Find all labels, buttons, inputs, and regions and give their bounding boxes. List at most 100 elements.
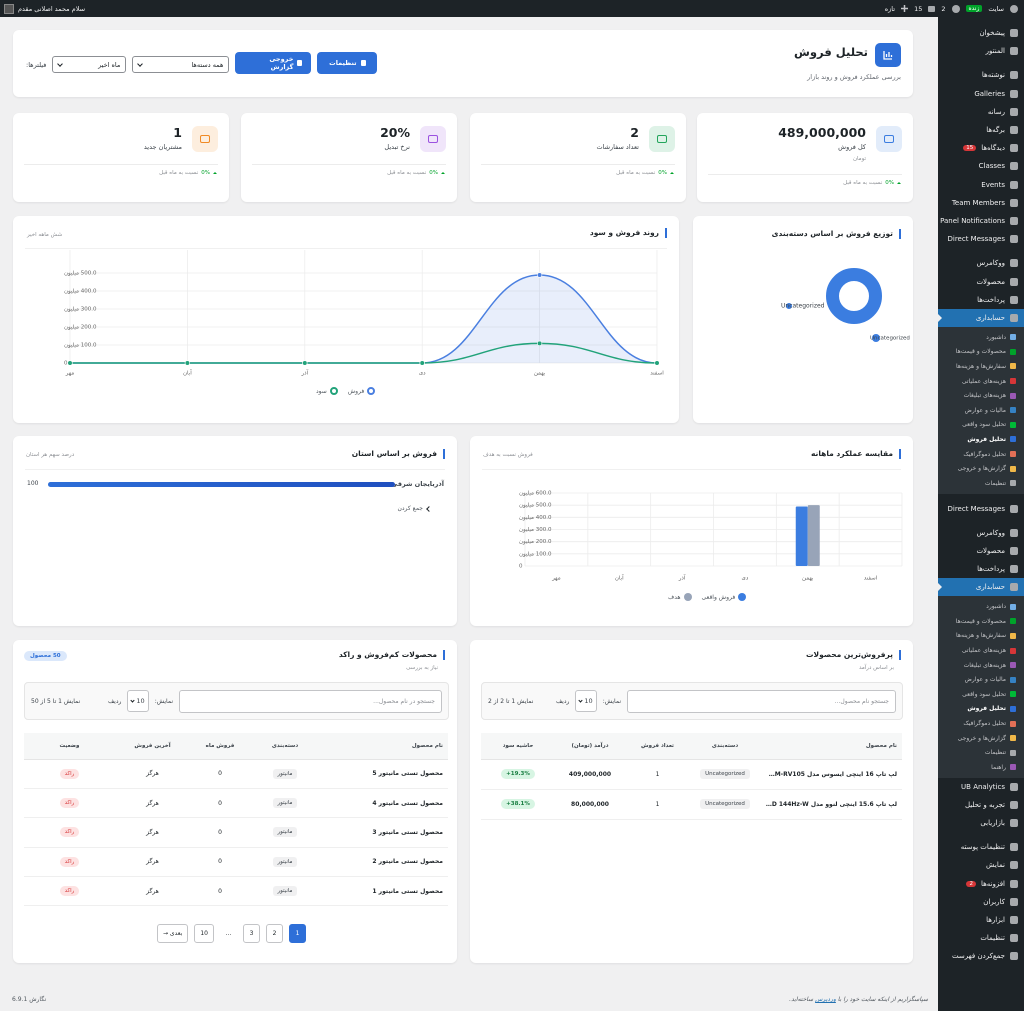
chevron	[426, 505, 432, 512]
search-input[interactable]: جستجو در نام محصول...	[179, 689, 442, 713]
submenu-item[interactable]: گزارش‌ها و خروجی	[938, 461, 1024, 476]
site-link[interactable]: سایت	[988, 4, 1004, 13]
submenu-item[interactable]: سفارش‌ها و هزینه‌ها	[938, 629, 1024, 644]
menu-item[interactable]: ووکامرس	[938, 524, 1024, 542]
comments-icon[interactable]	[928, 5, 936, 12]
submenu-item[interactable]: هزینه‌های تبلیغات	[938, 388, 1024, 403]
menu-item[interactable]: UB Analytics	[938, 778, 1024, 796]
submenu-item[interactable]: تحلیل دموگرافیک	[938, 447, 1024, 462]
submenu-item[interactable]: تحلیل فروش	[938, 432, 1024, 447]
menu-item[interactable]: پرداخت‌ها	[938, 560, 1024, 578]
menu-item[interactable]: Classes	[938, 157, 1024, 175]
submenu-item[interactable]: محصولات و قیمت‌ها	[938, 345, 1024, 360]
submenu-item[interactable]: گزارش‌ها و خروجی	[938, 731, 1024, 746]
cell-text: هرگز	[146, 799, 159, 807]
menu-item[interactable]: رسانه	[938, 103, 1024, 121]
menu-item[interactable]: Direct Messages	[938, 500, 1024, 518]
submenu-item[interactable]: هزینه‌های تبلیغات	[938, 658, 1024, 673]
cell-text: 1	[655, 800, 660, 808]
comments-count[interactable]: 15	[914, 4, 923, 13]
legend-item[interactable]: هدف	[668, 593, 692, 601]
category-select[interactable]: همه دسته‌ها	[132, 56, 230, 73]
menu-item[interactable]: Direct Messages	[938, 230, 1024, 248]
stat-card: 20% نرخ تبدیل 0% نسبت به ماه قبل	[241, 113, 457, 202]
greeting[interactable]: سلام محمد اصلانی مقدم	[18, 4, 86, 13]
menu-item[interactable]: تجربه و تحلیل	[938, 796, 1024, 814]
page-button[interactable]: بعدی →	[157, 924, 189, 943]
menu-item[interactable]: کاربران	[938, 893, 1024, 911]
cell-pill: راکد	[59, 856, 80, 867]
menu-item[interactable]: تنظیمات پوسته	[938, 838, 1024, 856]
legend-item[interactable]: فروش واقعی	[702, 593, 747, 601]
page-size-select[interactable]: 10	[575, 690, 597, 712]
submenu-item[interactable]: تنظیمات	[938, 745, 1024, 760]
submenu-item[interactable]: سفارش‌ها و هزینه‌ها	[938, 359, 1024, 374]
settings-button[interactable]: تنظیمات	[317, 52, 378, 74]
menu-item[interactable]: افزونه‌ها 2	[938, 875, 1024, 893]
page-button[interactable]: 2	[266, 924, 283, 943]
menu-item[interactable]: محصولات	[938, 272, 1024, 290]
new-link[interactable]: تازه	[884, 4, 896, 13]
menu-item[interactable]: دیدگاه‌ها 15	[938, 139, 1024, 157]
menu-item[interactable]: پرداخت‌ها	[938, 291, 1024, 309]
menu-item[interactable]: جمع‌کردن فهرست	[938, 947, 1024, 965]
menu-item[interactable]: حسابداری	[938, 308, 1024, 327]
submenu-item[interactable]: محصولات و قیمت‌ها	[938, 614, 1024, 629]
collapse-link[interactable]: جمع کردن	[397, 505, 432, 512]
menu-item[interactable]: نوشته‌ها	[938, 66, 1024, 84]
submenu-label: سفارش‌ها و هزینه‌ها	[956, 362, 1006, 370]
submenu-item[interactable]: مالیات و عوارض	[938, 403, 1024, 418]
table-cell: 0	[190, 817, 250, 848]
menu-item[interactable]: Panel Notifications	[938, 212, 1024, 230]
legend-item[interactable]: فروش	[348, 387, 376, 395]
plus-icon[interactable]	[901, 5, 909, 12]
menu-icon	[1010, 952, 1018, 961]
menu-item[interactable]: پیشخوان	[938, 24, 1024, 42]
footer-link[interactable]: وردپرس	[815, 996, 836, 1003]
settings-label: تنظیمات	[329, 59, 357, 67]
menu-item[interactable]: حسابداری	[938, 578, 1024, 597]
submenu-item[interactable]: داشبورد	[938, 330, 1024, 345]
cell-text: لپ تاپ 16 اینچی ایسوس مدل G615LM-RV105	[760, 770, 897, 778]
page-button[interactable]: 10	[194, 924, 214, 943]
menu-item[interactable]: برگه‌ها	[938, 121, 1024, 139]
change-text: نسبت به ماه قبل	[616, 170, 656, 176]
change-value: 0%	[658, 170, 667, 176]
cell-text: 0	[218, 799, 222, 807]
legend-item[interactable]: سود	[316, 387, 338, 395]
menu-item[interactable]: محصولات	[938, 542, 1024, 560]
updates-count[interactable]: 2	[941, 4, 946, 13]
wp-logo[interactable]	[1010, 4, 1018, 13]
updates-icon[interactable]	[951, 4, 960, 13]
submenu-item[interactable]: راهنما	[938, 760, 1024, 775]
menu-item[interactable]: تنظیمات	[938, 929, 1024, 947]
menu-item[interactable]: Events	[938, 176, 1024, 194]
menu-item[interactable]: Team Members	[938, 194, 1024, 212]
submenu-item[interactable]: تحلیل دموگرافیک	[938, 716, 1024, 731]
cell-text: 0	[218, 858, 222, 866]
submenu-item[interactable]: تنظیمات	[938, 476, 1024, 491]
menu-item[interactable]: المنتور	[938, 42, 1024, 60]
search-input[interactable]: جستجو نام محصول...	[627, 689, 896, 713]
submenu-item[interactable]: تحلیل سود واقعی	[938, 687, 1024, 702]
submenu-item[interactable]: هزینه‌های عملیاتی	[938, 374, 1024, 389]
page-button[interactable]: 3	[243, 924, 260, 943]
submenu-item[interactable]: داشبورد	[938, 599, 1024, 614]
submenu-item[interactable]: تحلیل فروش	[938, 702, 1024, 717]
menu-item[interactable]: نمایش	[938, 856, 1024, 874]
period-select[interactable]: ماه اخیر	[52, 56, 127, 73]
submenu-item[interactable]: مالیات و عوارض	[938, 672, 1024, 687]
menu-item[interactable]: ووکامرس	[938, 254, 1024, 272]
menu-item[interactable]: ابزارها	[938, 911, 1024, 929]
table-body: محصول تستی مانیتور 5 مانیتور 0 هرگز راکد محصو…	[24, 759, 448, 907]
submenu-label: داشبورد	[986, 603, 1006, 611]
page-size-select[interactable]: 10	[127, 690, 149, 712]
page-button[interactable]: 1	[289, 924, 306, 943]
menu-item[interactable]: بازاریابی	[938, 814, 1024, 832]
cell-text: 0	[218, 887, 222, 895]
avatar[interactable]	[4, 3, 14, 14]
submenu-item[interactable]: هزینه‌های عملیاتی	[938, 643, 1024, 658]
submenu-item[interactable]: تحلیل سود واقعی	[938, 418, 1024, 433]
export-button[interactable]: خروجی گزارش	[235, 52, 312, 74]
menu-item[interactable]: Galleries	[938, 85, 1024, 103]
